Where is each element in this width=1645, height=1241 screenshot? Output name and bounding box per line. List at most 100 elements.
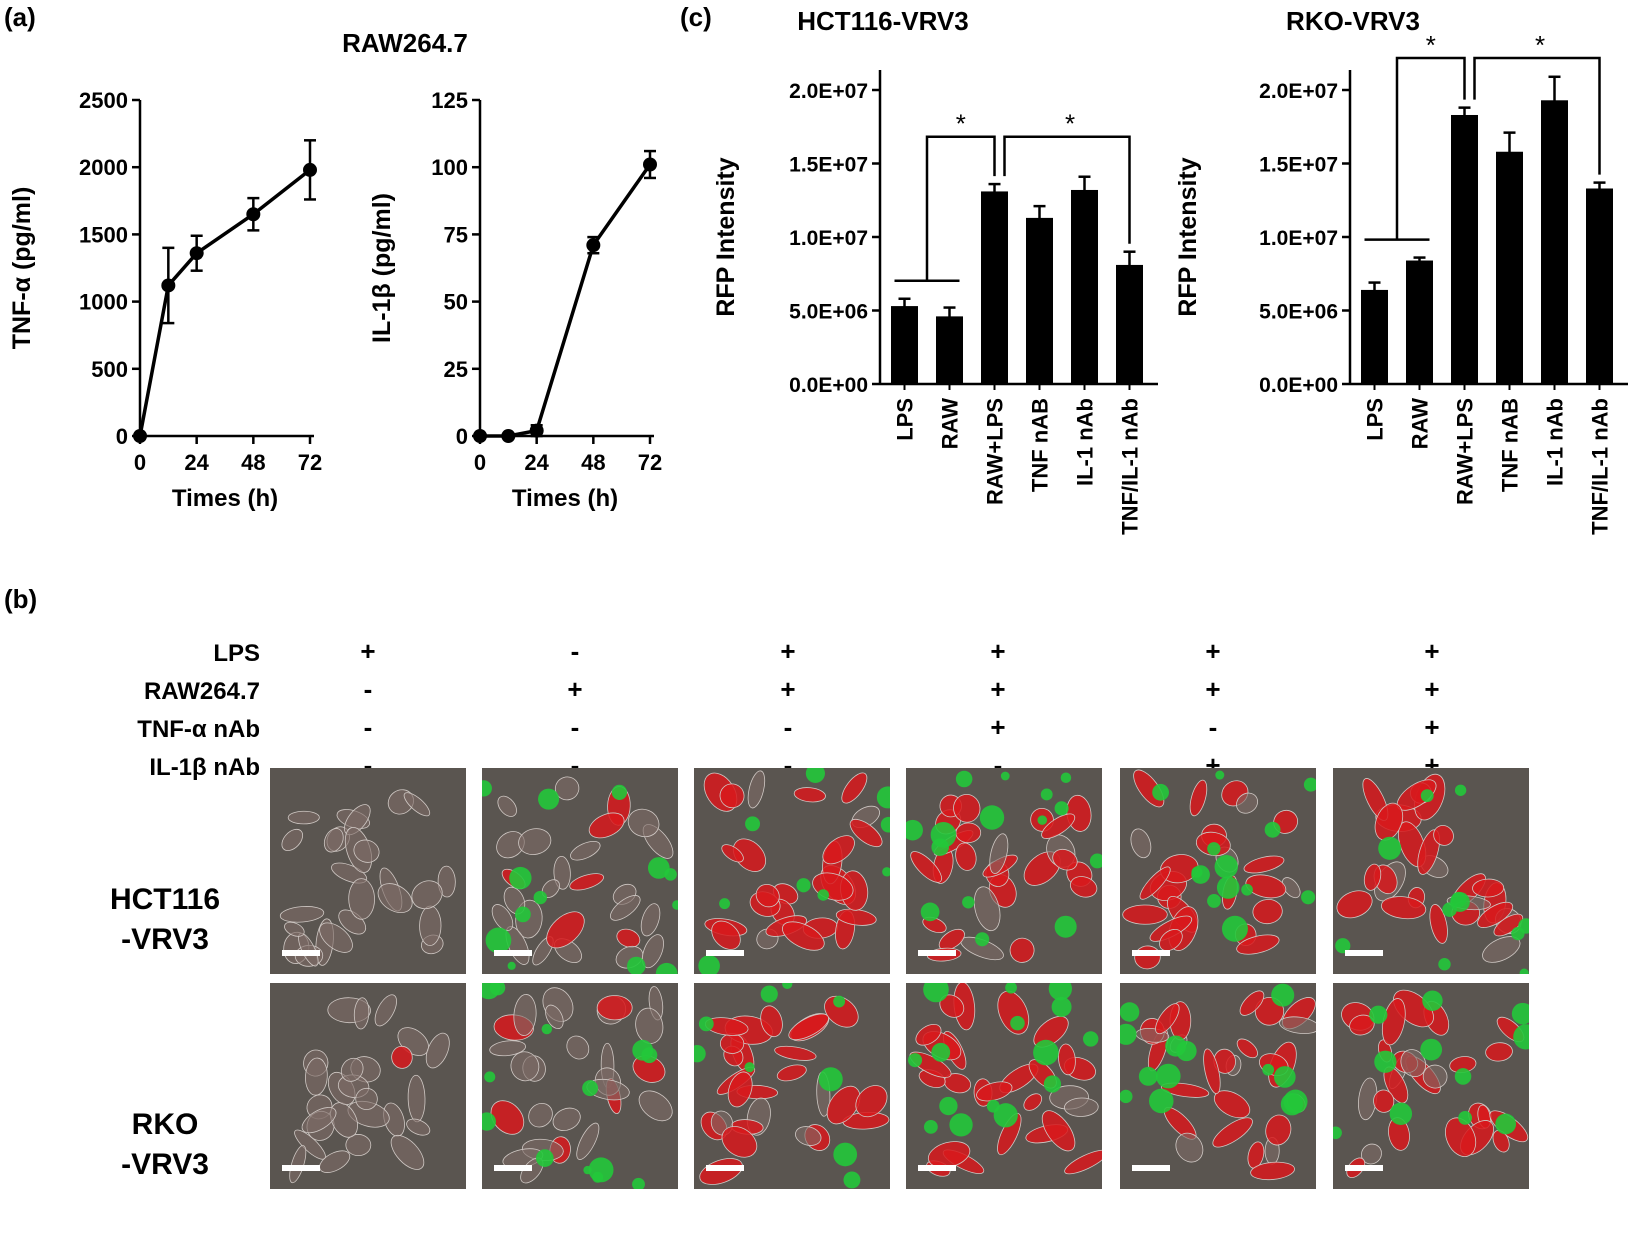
scale-bar [282, 950, 320, 956]
cell [490, 1100, 525, 1135]
green-cell [1303, 777, 1316, 792]
cell [301, 1107, 337, 1134]
scale-bar [1345, 950, 1383, 956]
cell [1236, 934, 1280, 955]
y-tick-label: 1.5E+07 [1259, 154, 1338, 177]
y-tick-label: 125 [431, 88, 468, 113]
x-tick-label: LPS [1363, 398, 1388, 441]
scale-bar [706, 1165, 744, 1171]
condition-symbol: + [780, 674, 796, 704]
microscopy-image [1333, 983, 1529, 1189]
green-cell [975, 932, 990, 947]
green-cell [782, 983, 793, 989]
y-tick-label: 1.0E+07 [1259, 227, 1338, 250]
green-cell [698, 1016, 714, 1032]
green-cell [1165, 1035, 1187, 1057]
green-cell [920, 902, 940, 922]
row-label-rko: RKO -VRV3 [85, 1105, 245, 1185]
green-cell [796, 878, 811, 893]
green-cell [955, 770, 973, 788]
cell [1023, 1093, 1043, 1111]
significance-star: * [1426, 30, 1436, 60]
data-point [643, 157, 657, 172]
green-cell [760, 985, 778, 1003]
cell [719, 1033, 745, 1054]
cell [788, 1013, 829, 1041]
cell [1279, 1016, 1316, 1034]
cell [721, 1126, 758, 1158]
condition-symbol: - [363, 674, 373, 704]
green-cell [672, 900, 678, 910]
data-point [586, 238, 601, 253]
green-cell [1043, 1075, 1062, 1093]
rko-bar-chart: RKO-VRV3 0.0E+00 5.0E+06 1.0E+07 1.5E+07 2.0E… [1174, 6, 1628, 535]
y-axis-label: TNF-α (pg/ml) [8, 187, 36, 350]
cell [1482, 936, 1521, 963]
green-cell [1120, 1002, 1140, 1022]
cell [774, 1045, 817, 1061]
condition-symbol: + [1205, 674, 1221, 704]
green-cell [1454, 784, 1467, 796]
cell [976, 1081, 1013, 1102]
green-cell [1152, 783, 1169, 801]
green-cell [1378, 836, 1402, 860]
green-cell [485, 927, 512, 954]
x-tick-label: 72 [298, 450, 322, 475]
cell [569, 873, 604, 891]
data-point [246, 207, 261, 222]
green-cell [1051, 996, 1072, 1017]
x-axis-label: Times (h) [172, 485, 278, 512]
green-cell [1389, 1102, 1413, 1125]
green-cell [908, 1053, 923, 1068]
cell [1058, 1043, 1076, 1076]
cell [610, 895, 641, 921]
cell [955, 842, 977, 871]
cell [319, 1150, 351, 1173]
bar [981, 191, 1008, 384]
cell [518, 828, 552, 855]
condition-symbol: - [1208, 712, 1218, 742]
condition-symbol: + [567, 674, 583, 704]
green-cell [535, 1149, 554, 1167]
green-cell [931, 838, 949, 856]
condition-symbol: - [570, 750, 580, 780]
green-cell [582, 1080, 599, 1097]
green-cell [1511, 1002, 1529, 1025]
y-tick-label: 0 [456, 424, 468, 449]
green-cell [1040, 788, 1053, 801]
scale-bar [494, 1165, 532, 1171]
green-cell [1138, 1066, 1158, 1086]
cell [281, 828, 304, 851]
cell [1041, 1110, 1076, 1152]
green-cell [843, 1171, 861, 1189]
cell [1175, 1132, 1204, 1163]
cell [641, 934, 664, 969]
x-tick-label: LPS [893, 398, 918, 441]
cell [1236, 1038, 1258, 1059]
green-cell [805, 768, 825, 783]
green-cell [1148, 1088, 1174, 1114]
cell [711, 920, 741, 950]
green-cell [1191, 865, 1210, 884]
condition-symbol: + [780, 636, 796, 666]
cell [1336, 890, 1373, 919]
green-cell [1048, 983, 1072, 1001]
condition-symbol: - [993, 750, 1003, 780]
cell [616, 928, 641, 948]
green-cell [1033, 1039, 1059, 1066]
cell [419, 905, 442, 946]
y-axis-label: RFP Intensity [1174, 157, 1202, 316]
y-tick-label: 1000 [79, 290, 128, 315]
green-cell [632, 1177, 645, 1189]
cell [1052, 848, 1078, 871]
green-cell [1010, 1015, 1025, 1031]
microscopy-image [694, 768, 890, 974]
bar [891, 306, 918, 384]
green-cell [719, 898, 731, 910]
row-label-hct116-line1: HCT116 [109, 883, 221, 916]
x-tick-label: 48 [241, 450, 265, 475]
cell [1380, 896, 1427, 920]
green-cell [1221, 915, 1248, 942]
scale-bar [918, 950, 956, 956]
green-cell [1513, 1024, 1529, 1050]
